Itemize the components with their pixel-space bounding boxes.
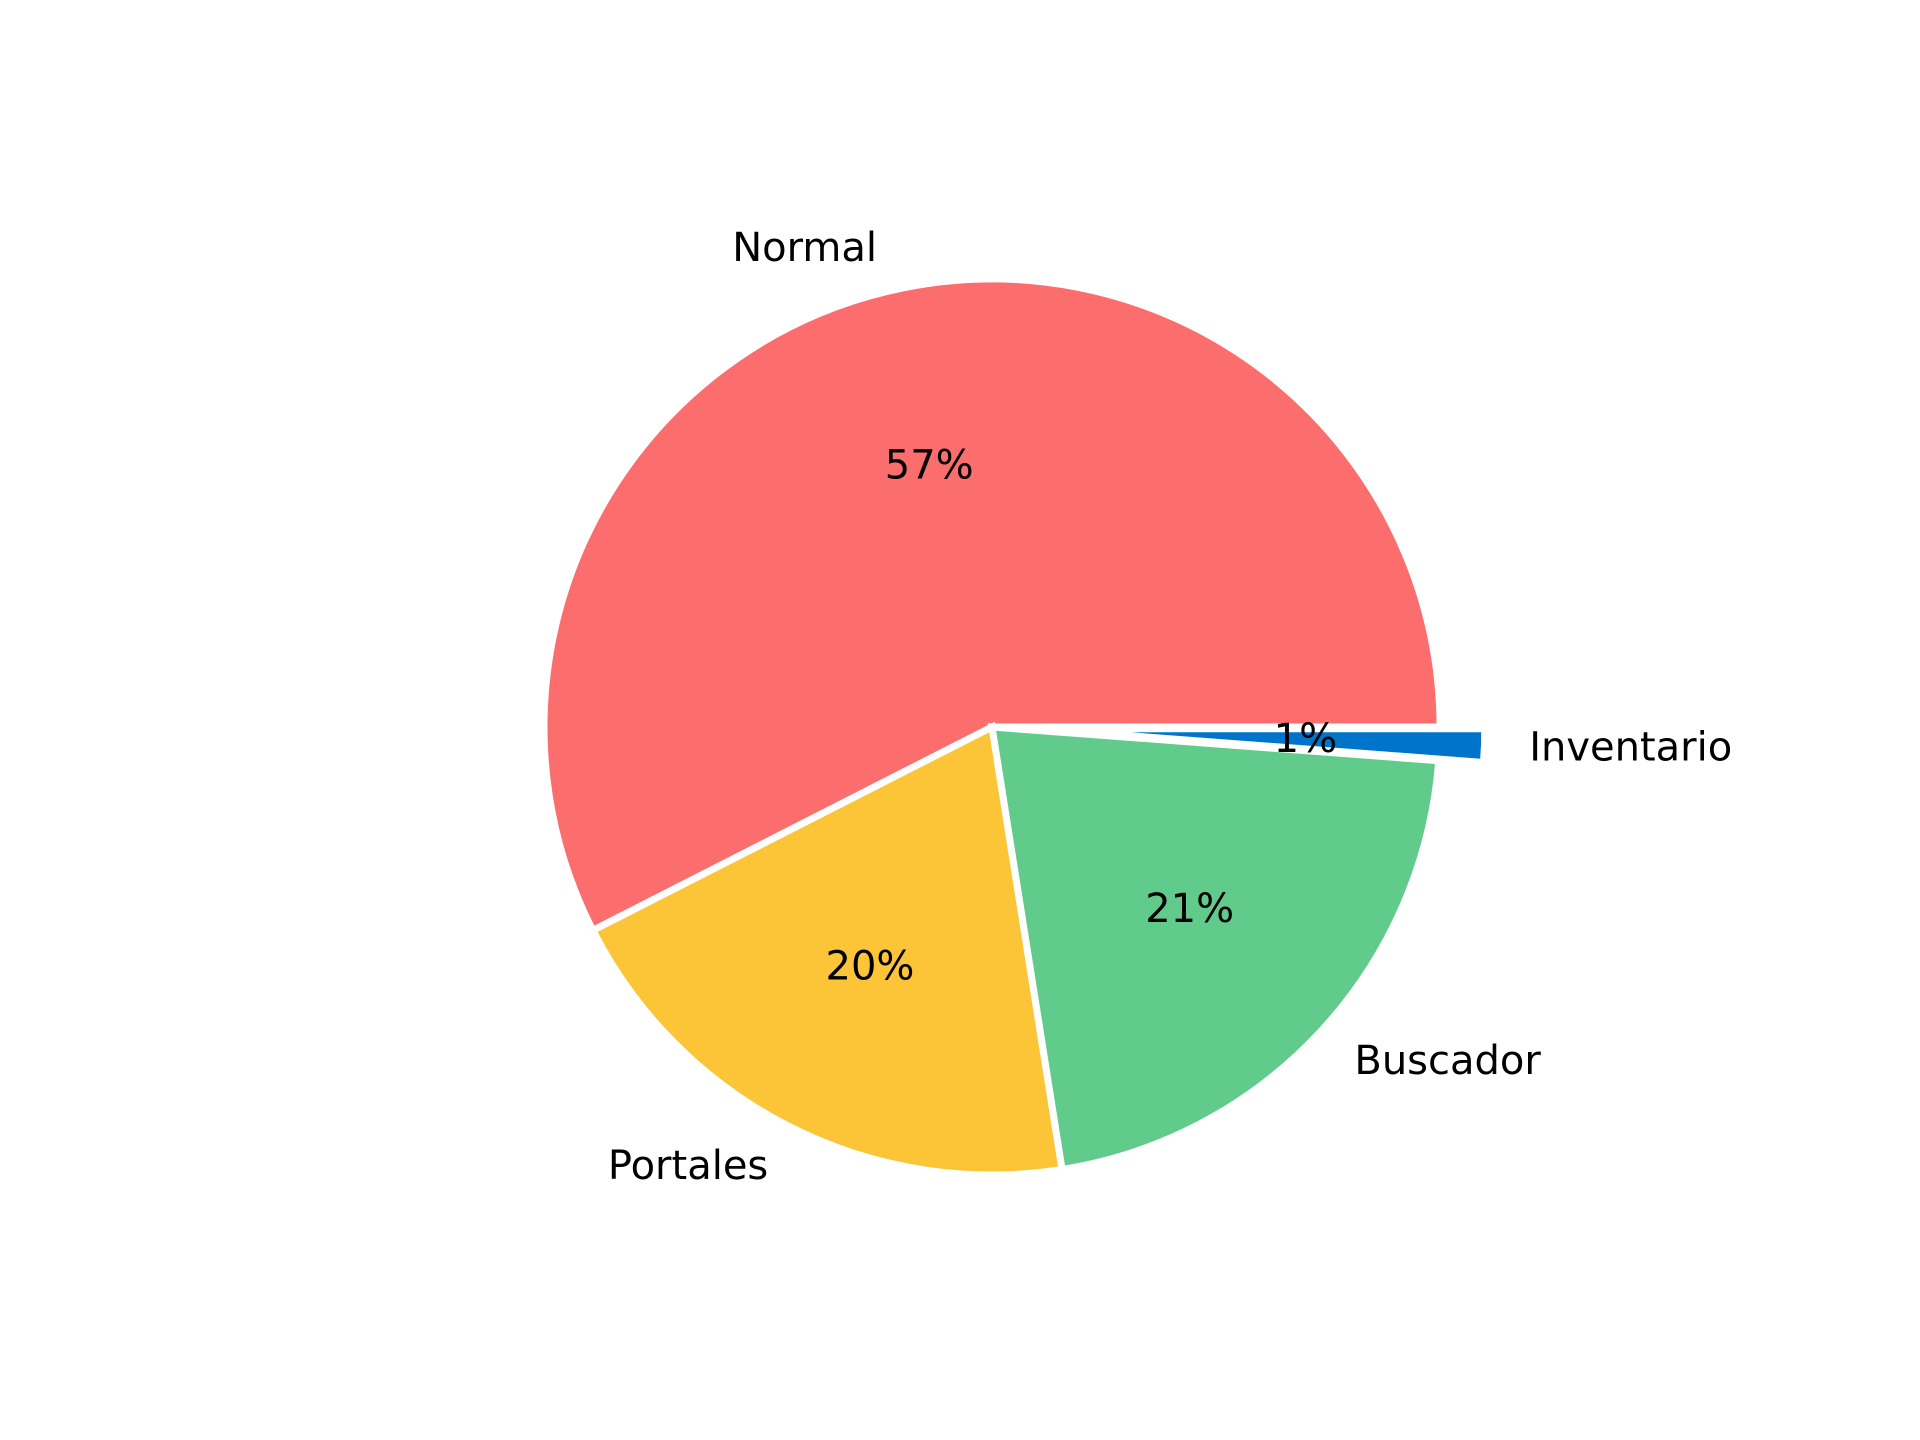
pct-label-inventario: 1% xyxy=(1274,716,1337,762)
pct-label-buscador: 21% xyxy=(1145,886,1234,932)
slice-label-buscador: Buscador xyxy=(1354,1038,1541,1084)
slice-label-portales: Portales xyxy=(608,1143,768,1189)
pie-slice-portales xyxy=(588,721,1067,1179)
slice-label-inventario: Inventario xyxy=(1529,724,1732,770)
pie-slice-buscador xyxy=(987,723,1443,1174)
pie-wedges xyxy=(540,275,1489,1179)
pie-slice-inventario xyxy=(1036,725,1489,767)
pie-slice-normal xyxy=(540,275,1444,936)
pct-label-portales: 20% xyxy=(826,944,915,990)
slice-label-normal: Normal xyxy=(732,225,877,271)
pct-label-normal: 57% xyxy=(885,443,974,489)
pie-labels: 57% Normal 20% Portales 21% Buscador 1% Inventa… xyxy=(608,225,1732,1189)
